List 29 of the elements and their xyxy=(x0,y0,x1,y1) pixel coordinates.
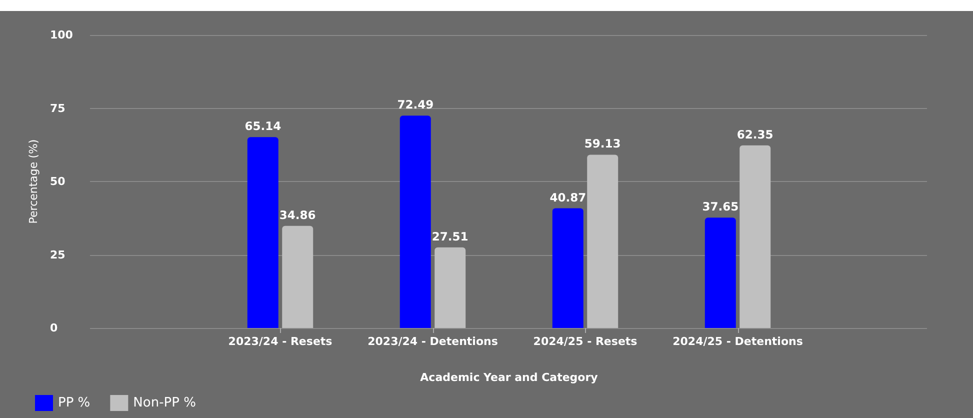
y-tick-label: 75 xyxy=(50,102,66,115)
data-label: 62.35 xyxy=(736,127,774,142)
legend-label: Non-PP % xyxy=(133,396,196,410)
x-tick-label: 2024/25 - Resets xyxy=(533,335,638,348)
data-label: 40.87 xyxy=(550,190,586,204)
bar xyxy=(434,247,466,328)
x-axis-title: Academic Year and Category xyxy=(420,371,598,384)
data-label: 34.86 xyxy=(279,208,316,222)
bar xyxy=(552,208,584,328)
y-tick-label: 0 xyxy=(50,322,58,334)
y-axis-title: Percentage (%) xyxy=(27,139,40,224)
bar xyxy=(740,145,771,328)
bar xyxy=(587,154,618,328)
y-tick-label: 25 xyxy=(50,248,66,262)
x-tick-label: 2023/24 - Resets xyxy=(228,335,333,348)
x-tick-label: 2024/25 - Detentions xyxy=(672,335,804,348)
data-label: 72.49 xyxy=(397,98,434,112)
bar xyxy=(704,218,736,328)
data-label: 27.51 xyxy=(432,229,468,244)
bar xyxy=(282,226,314,328)
y-tick-label: 100 xyxy=(50,28,74,42)
data-label: 37.65 xyxy=(702,200,739,214)
x-tick-label: 2023/24 - Detentions xyxy=(368,335,498,348)
y-tick-label: 50 xyxy=(50,175,66,188)
data-label: 65.14 xyxy=(244,119,282,134)
bar xyxy=(247,137,278,328)
data-label: 59.13 xyxy=(584,136,621,151)
legend-label: PP % xyxy=(58,396,90,410)
bar xyxy=(400,116,431,328)
